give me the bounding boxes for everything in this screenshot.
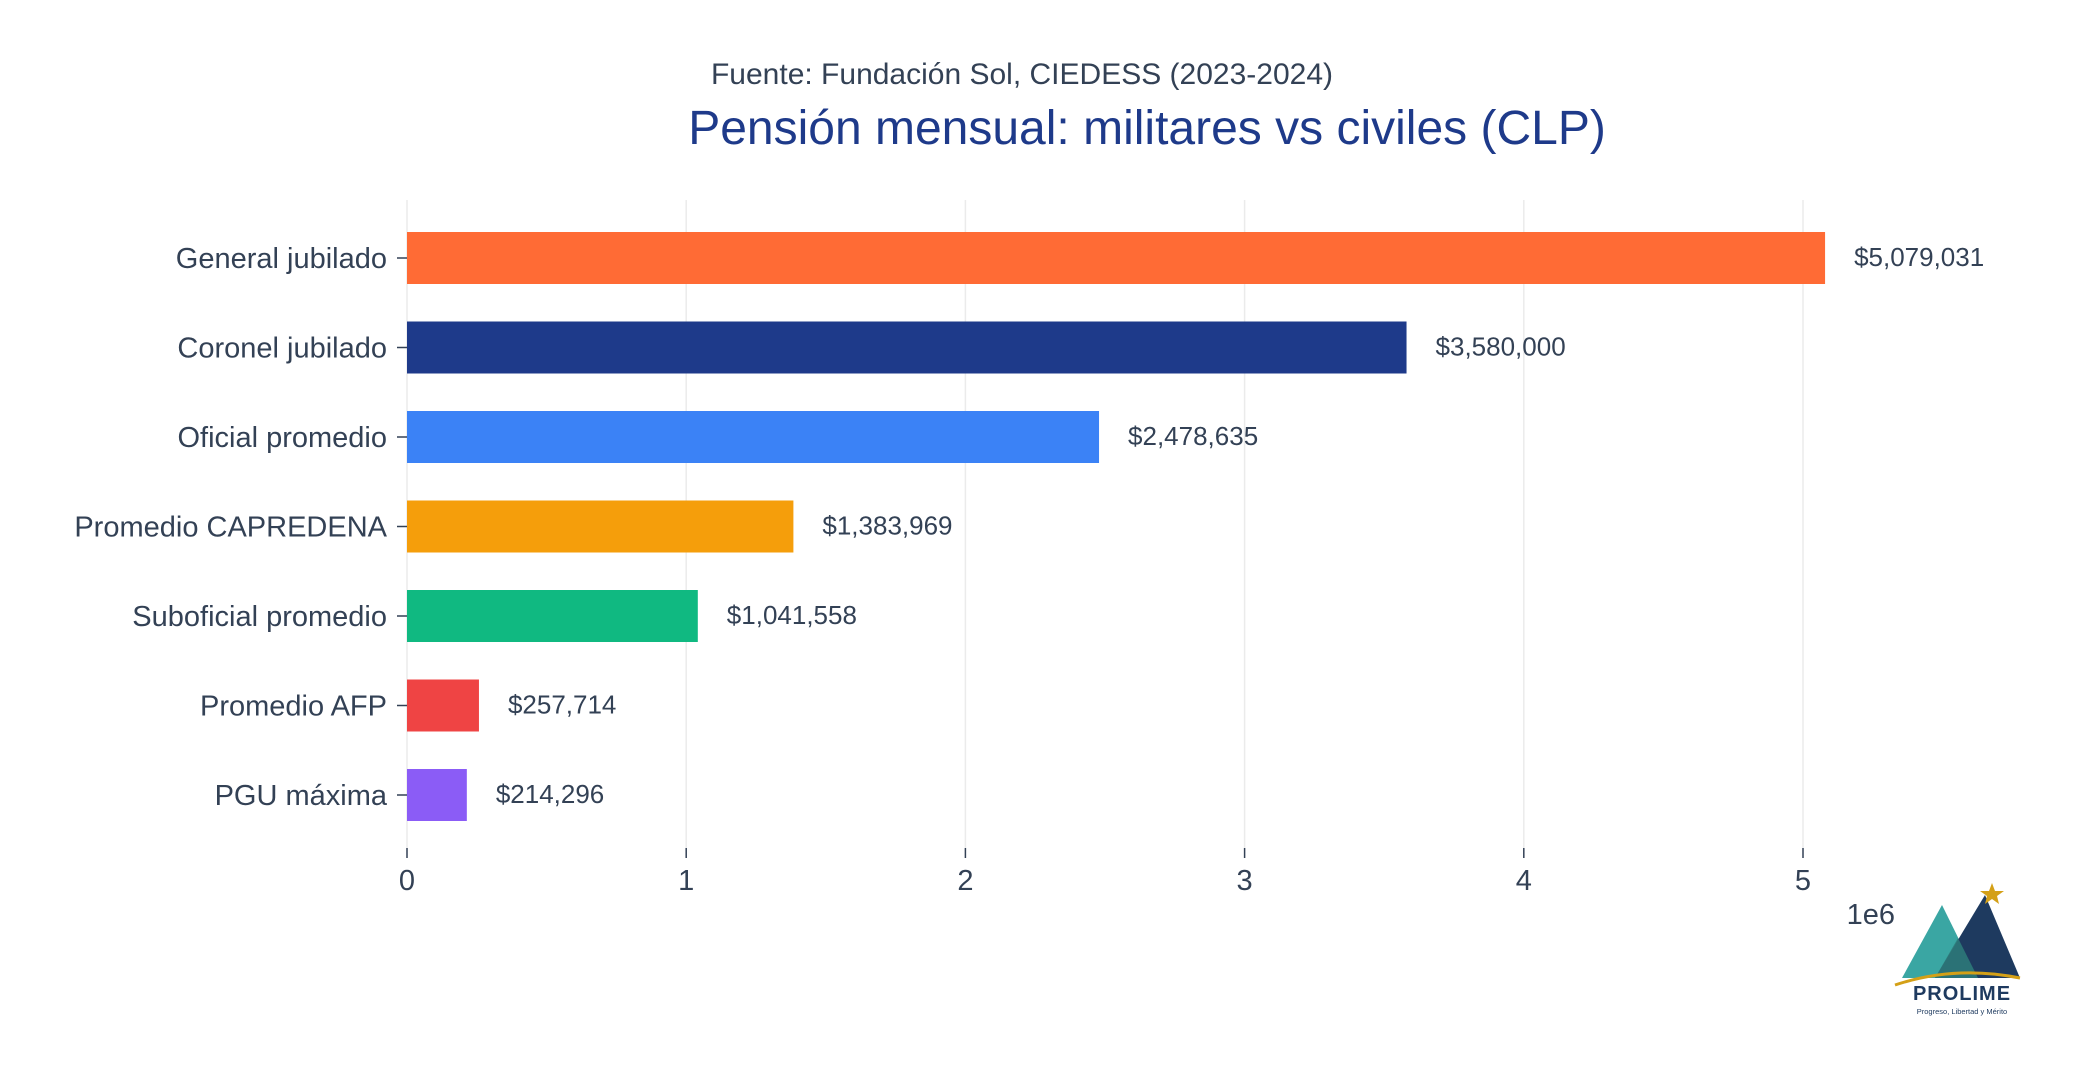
x-offset-text: 1e6 [1847,899,1895,931]
x-tick-label: 0 [399,865,415,897]
data-label: $257,714 [508,690,616,720]
category-label: Suboficial promedio [132,601,387,633]
category-label: General jubilado [176,243,387,275]
category-label: Promedio AFP [200,691,387,723]
x-tick-label: 4 [1516,865,1532,897]
bar [407,321,1407,374]
data-labels: $5,079,031 $3,580,000 $2,478,635 $1,383,969… [496,242,1984,809]
chart-subtitle: Fuente: Fundación Sol, CIEDESS (2023-202… [711,58,1333,91]
data-label: $214,296 [496,779,604,809]
bar [407,232,1826,284]
category-label: Oficial promedio [177,422,387,454]
chart-title: Pensión mensual: militares vs civiles (C… [688,102,1606,155]
category-labels: General jubilado Coronel jubilado Oficial … [74,243,407,812]
bar [407,411,1100,463]
category-label: PGU máxima [215,780,388,812]
bar [407,500,794,553]
star-icon [1980,883,2004,904]
data-label: $2,478,635 [1128,421,1258,451]
logo-name: PROLIME [1913,983,2011,1005]
bar [407,769,467,821]
prolime-logo: PROLIME Progreso, Libertad y Mérito [1894,883,2021,1016]
bar [407,679,479,732]
grid-lines [406,200,1804,848]
x-tick-label: 2 [957,865,973,897]
x-axis: 0 1 2 3 4 5 [399,848,1811,897]
data-label: $1,383,969 [822,511,952,541]
category-label: Coronel jubilado [177,333,387,365]
data-label: $5,079,031 [1854,242,1984,272]
category-label: Promedio CAPREDENA [74,512,387,544]
bar [407,590,698,642]
logo-tagline: Progreso, Libertad y Mérito [1917,1007,2007,1016]
x-tick-label: 1 [678,865,694,897]
x-tick-label: 5 [1795,865,1811,897]
data-label: $3,580,000 [1436,332,1566,362]
data-label: $1,041,558 [727,600,857,630]
x-tick-label: 3 [1237,865,1253,897]
bars [407,232,1826,821]
